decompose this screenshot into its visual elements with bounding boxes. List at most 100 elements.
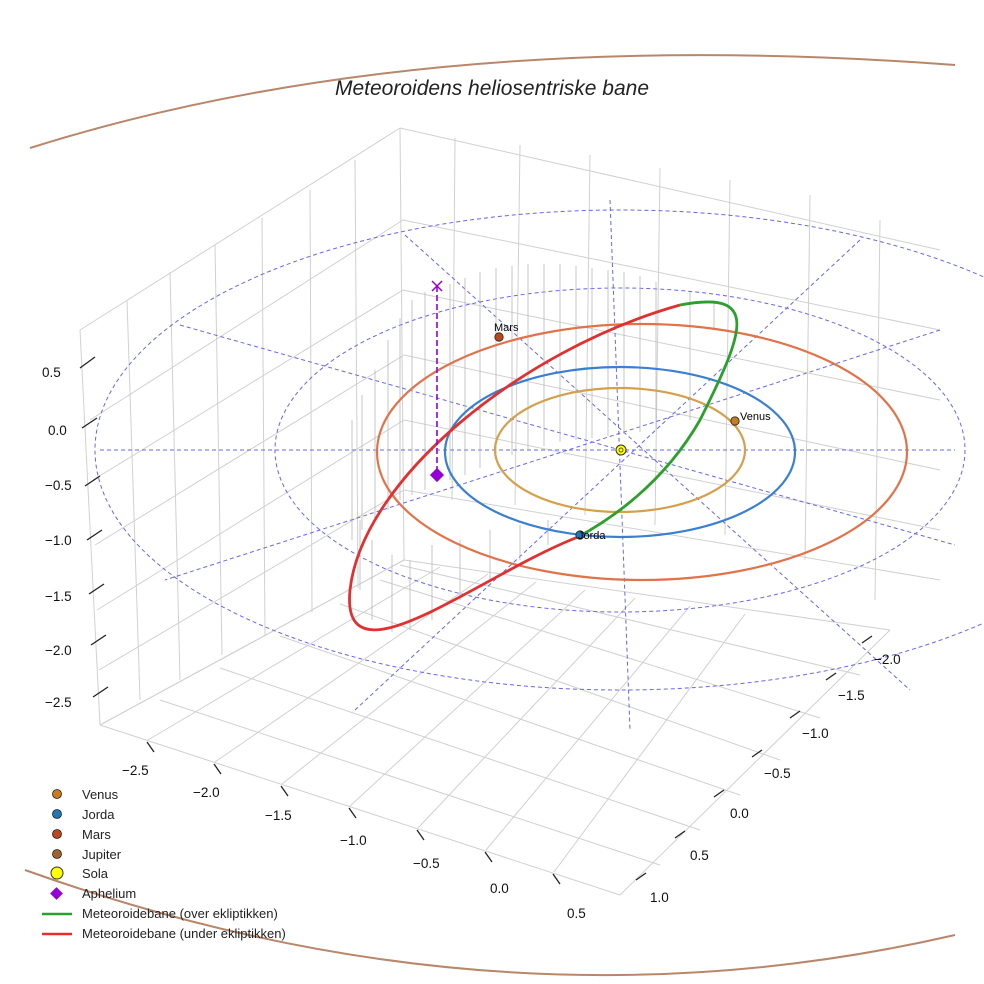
x-tick: −1.5: [265, 808, 292, 823]
pane-line: [79, 329, 101, 726]
pane-line: [279, 635, 741, 796]
sun: [615, 444, 627, 456]
legend-label: Jorda: [82, 807, 115, 822]
reference-spoke: [179, 324, 956, 546]
x-tick: −0.5: [413, 856, 440, 871]
pane-line: [399, 127, 405, 561]
legend-label: Sola: [82, 866, 109, 881]
legend-jorda-marker: [52, 809, 62, 819]
ecliptic-reference-grid: [94, 199, 984, 731]
pane-line: [403, 489, 941, 581]
jorda-marker: [575, 530, 585, 540]
z-tick: −2.5: [45, 695, 72, 710]
z-axis-ticks: 0.5 0.0 −0.5 −1.0 −1.5 −2.0 −2.5: [42, 356, 109, 710]
mars-label: Mars: [494, 322, 519, 334]
legend-label: Jupiter: [82, 847, 122, 862]
meteoroid-orbit-over: [577, 300, 739, 539]
y-tick: −1.0: [802, 726, 829, 741]
x-tick: −2.5: [122, 763, 149, 778]
pane-line: [99, 559, 405, 726]
planet-orbits: [375, 322, 909, 582]
pane-line: [417, 597, 636, 829]
pane-line: [402, 289, 941, 401]
y-tick: −1.5: [838, 688, 865, 703]
x-tick: −2.0: [193, 785, 220, 800]
aphelion-marker-group: [429, 280, 445, 483]
reference-spoke: [404, 234, 911, 691]
legend: Venus Jorda Mars Jupiter Sola Aphelium M…: [42, 787, 286, 941]
reference-spoke: [164, 329, 941, 581]
pane-line: [654, 167, 661, 526]
pane-line: [261, 217, 266, 636]
pane-line: [159, 699, 661, 866]
y-tick: 1.0: [650, 890, 669, 905]
y-axis-ticks: −2.0 −1.5 −1.0 −0.5 0.0 0.5 1.0: [635, 635, 901, 905]
pane-line: [619, 629, 891, 896]
pane-line: [379, 579, 821, 719]
pane-line: [584, 154, 591, 516]
pane-line: [399, 127, 941, 251]
pane-line: [553, 613, 746, 873]
x-tick: 0.0: [490, 881, 509, 896]
axis-panes: [79, 127, 941, 896]
z-tick: −2.0: [45, 643, 72, 658]
pane-line: [309, 189, 313, 613]
y-tick: −0.5: [764, 766, 791, 781]
venus-orbit: [493, 386, 747, 514]
planet-markers: Venus Jorda Mars: [494, 322, 771, 542]
legend-sun-marker: [50, 866, 64, 880]
pane-line: [403, 354, 941, 471]
y-tick: 0.0: [730, 806, 749, 821]
pane-line: [874, 219, 881, 601]
x-tick: 0.5: [567, 906, 586, 921]
z-tick: −1.0: [45, 533, 72, 548]
pane-line: [98, 489, 405, 671]
legend-mars-marker: [52, 829, 62, 839]
drop-lines: [351, 264, 715, 632]
chart-title: Meteoroidens heliosentriske bane: [335, 77, 649, 100]
jupiter-orbit: [24, 54, 956, 977]
legend-label: Meteoroidebane (over ekliptikken): [82, 906, 278, 921]
x-tick: −1.0: [340, 833, 367, 848]
legend-jupiter-marker: [52, 849, 62, 859]
pane-line: [354, 159, 359, 589]
pane-line: [99, 724, 621, 896]
jorda-orbit: [443, 365, 797, 539]
pane-line: [804, 194, 811, 561]
legend-venus-marker: [52, 789, 62, 799]
pane-line: [92, 289, 404, 481]
x-axis-ticks: −2.5 −2.0 −1.5 −1.0 −0.5 0.0 0.5: [122, 741, 586, 921]
pane-line: [169, 271, 181, 681]
legend-aphelion-diamond-icon: [50, 887, 63, 900]
reference-spoke: [354, 239, 861, 711]
pane-line: [402, 219, 941, 331]
y-tick: −2.0: [874, 652, 901, 667]
pane-line: [349, 589, 586, 807]
pane-line: [485, 605, 691, 851]
pane-line: [96, 419, 405, 611]
z-tick: −1.5: [45, 589, 72, 604]
meteoroid-orbit: [348, 300, 739, 632]
legend-label: Aphelium: [82, 886, 136, 901]
y-tick: 0.5: [690, 848, 709, 863]
pane-line: [126, 299, 141, 701]
z-tick: 0.5: [42, 365, 61, 380]
jupiter-orbit-arc-bottom: [24, 869, 956, 977]
mars-orbit: [375, 322, 909, 582]
z-tick: 0.0: [48, 423, 67, 438]
pane-line: [403, 559, 891, 631]
meteoroid-orbit-under: [348, 303, 681, 632]
reference-ellipse-outer: [94, 209, 984, 691]
pane-line: [219, 667, 701, 831]
pane-line: [451, 137, 456, 501]
aphelion-diamond-icon: [429, 467, 445, 483]
legend-label: Venus: [82, 787, 119, 802]
reference-spoke: [609, 199, 631, 731]
venus-marker: [730, 416, 740, 426]
mars-marker: [494, 332, 504, 342]
pane-line: [339, 603, 781, 761]
aphelion-x-icon: [431, 280, 443, 292]
pane-line: [214, 244, 223, 656]
